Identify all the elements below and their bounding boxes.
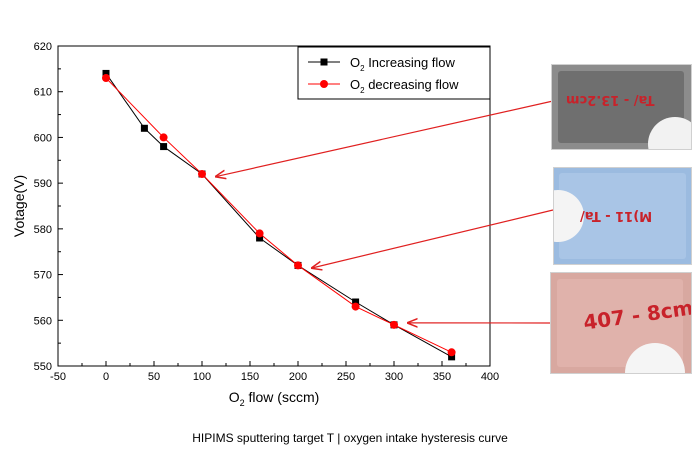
x-tick-label: 0: [103, 371, 109, 383]
sample-photo-bottom: 407 - 8cm: [550, 272, 692, 374]
x-tick-label: 100: [193, 371, 211, 383]
data-point-square: [102, 69, 110, 77]
data-point-square: [256, 234, 264, 242]
sample-photo-top: Ta/ - 13.2cm: [551, 64, 692, 150]
x-tick-label: 200: [289, 371, 307, 383]
x-tick-label: 250: [337, 371, 355, 383]
data-point-square: [352, 298, 360, 306]
data-point-square: [160, 143, 168, 151]
x-tick-label: -50: [50, 371, 66, 383]
y-tick-label: 600: [34, 132, 52, 144]
y-tick-label: 590: [34, 178, 52, 190]
x-tick-label: 50: [148, 371, 160, 383]
legend-box: [297, 46, 491, 100]
y-tick-label: 620: [34, 41, 52, 53]
sample-label-top: Ta/ - 13.2cm: [566, 92, 655, 107]
x-tick-label: 300: [385, 371, 403, 383]
legend-marker-square: [320, 58, 328, 66]
data-point-circle: [447, 348, 456, 357]
data-point-circle: [198, 170, 206, 178]
legend-label-0: O2 Increasing flow: [350, 55, 456, 73]
y-tick-label: 580: [34, 224, 52, 236]
data-point-square: [448, 353, 456, 361]
x-tick-label: 150: [241, 371, 259, 383]
x-axis-label: O2 flow (sccm): [229, 389, 320, 408]
y-tick-label: 550: [34, 361, 52, 373]
sample-photo-middle: M)11 - Ta/: [553, 167, 692, 265]
y-tick-label: 570: [34, 270, 52, 282]
figure-caption: HIPIMS sputtering target T | oxygen inta…: [192, 431, 508, 445]
data-point-circle: [351, 302, 360, 311]
data-point-circle: [159, 133, 168, 142]
data-point-circle: [390, 320, 398, 329]
data-point-square: [140, 124, 148, 132]
legend-label-1: O2 decreasing flow: [350, 77, 459, 95]
legend-marker-circle: [320, 80, 328, 88]
annotation-arrow-0: [216, 100, 554, 177]
sample-label-middle: M)11 - Ta/: [580, 208, 653, 223]
x-tick-label: 400: [481, 371, 499, 383]
data-point-circle: [102, 74, 110, 82]
series-line-0: [105, 73, 452, 358]
annotation-arrow-1: [312, 209, 554, 268]
y-axis-label: Votage(V): [11, 175, 27, 237]
y-tick-label: 560: [34, 315, 52, 327]
data-point-circle: [294, 261, 302, 270]
y-tick-label: 610: [34, 87, 52, 99]
data-point-circle: [255, 229, 264, 238]
series-line-1: [105, 77, 452, 353]
x-tick-label: 350: [433, 371, 451, 383]
